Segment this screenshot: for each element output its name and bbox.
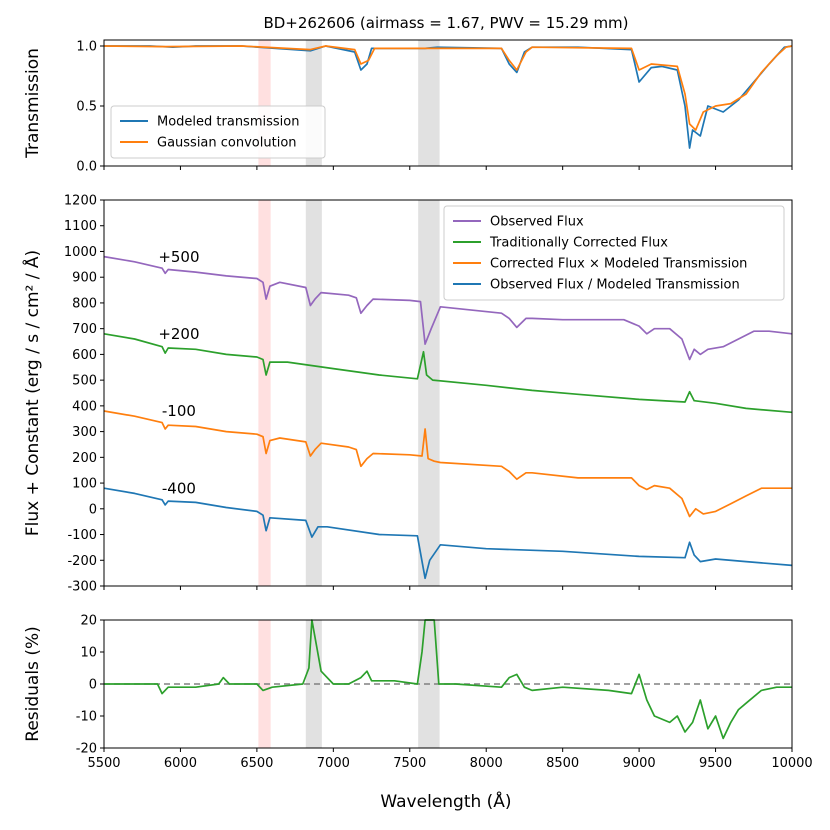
transmission-panel: 0.0 0.5 1.0 Transmission Modeled transmissio… bbox=[23, 39, 793, 175]
y-tick-label: 0.0 bbox=[76, 160, 97, 175]
band-o2-a-band-0 bbox=[418, 40, 440, 166]
series-gaussian-convolution bbox=[103, 45, 793, 131]
x-tick-label: 6000 bbox=[164, 756, 197, 771]
series-corrected-flux-modeled-transmission bbox=[103, 410, 792, 518]
y-tick-label: -100 bbox=[67, 528, 97, 543]
y-tick-label: 600 bbox=[72, 348, 97, 363]
legend-entry: Traditionally Corrected Flux bbox=[489, 236, 668, 251]
x-tick-label: 9000 bbox=[623, 756, 656, 771]
offset-label: +500 bbox=[158, 248, 199, 266]
y-tick-label: 800 bbox=[72, 296, 97, 311]
y-tick-label: 500 bbox=[72, 374, 97, 389]
legend-entry: Modeled transmission bbox=[157, 115, 299, 130]
y-tick-label: -10 bbox=[76, 710, 97, 725]
chart-title: BD+262606 (airmass = 1.67, PWV = 15.29 m… bbox=[263, 14, 628, 32]
y-axis-label: Flux + Constant (erg / s / cm² / Å) bbox=[21, 250, 43, 536]
x-tick-label: 10000 bbox=[771, 756, 812, 771]
offset-label: -100 bbox=[162, 402, 196, 420]
y-tick-label: 400 bbox=[72, 399, 97, 414]
residuals-panel: 5500 6000 6500 7000 7500 8000 8500 9000 9500 1000… bbox=[23, 614, 813, 772]
legend-entry: Observed Flux / Modeled Transmission bbox=[490, 278, 740, 293]
legend-box bbox=[443, 205, 785, 301]
x-tick-label: 5500 bbox=[87, 756, 120, 771]
series-observed-flux bbox=[103, 255, 793, 361]
offset-label: +200 bbox=[158, 325, 199, 343]
legend: Modeled transmission Gaussian convolution bbox=[110, 105, 326, 159]
x-tick-label: 6500 bbox=[240, 756, 273, 771]
y-tick-label: 0 bbox=[89, 502, 97, 517]
series-observed-flux-modeled-transmission bbox=[103, 487, 793, 580]
y-tick-label: 900 bbox=[72, 271, 97, 286]
legend-entry: Observed Flux bbox=[490, 215, 584, 230]
x-tick-label: 7500 bbox=[393, 756, 426, 771]
y-tick-label: 1.0 bbox=[76, 40, 97, 55]
y-tick-label: 0.5 bbox=[76, 100, 97, 115]
legend: Observed Flux Traditionally Corrected Flu… bbox=[443, 205, 785, 301]
axes-frame bbox=[103, 39, 793, 167]
y-tick-label: 700 bbox=[72, 322, 97, 337]
series-residuals bbox=[104, 619, 792, 740]
y-tick-label: 1100 bbox=[64, 219, 97, 234]
band-o2-a-band-1 bbox=[418, 200, 440, 586]
x-tick-label: 8500 bbox=[546, 756, 579, 771]
x-tick-label: 9500 bbox=[699, 756, 732, 771]
flux-panel: -300 -200 -100 0 100 200 300 400 500 600 700 800 900… bbox=[21, 194, 793, 595]
y-tick-label: -20 bbox=[76, 742, 97, 757]
y-tick-label: -300 bbox=[67, 580, 97, 595]
y-tick-label: 300 bbox=[72, 425, 97, 440]
y-axis-label: Transmission bbox=[23, 48, 43, 159]
series-traditionally-corrected-flux bbox=[103, 332, 793, 414]
y-tick-label: 100 bbox=[72, 477, 97, 492]
y-tick-label: 20 bbox=[80, 614, 97, 629]
y-tick-label: 0 bbox=[89, 678, 97, 693]
x-tick-label: 8000 bbox=[470, 756, 503, 771]
x-axis-label: Wavelength (Å) bbox=[380, 790, 511, 812]
y-tick-label: -200 bbox=[67, 554, 97, 569]
y-tick-label: 10 bbox=[80, 646, 97, 661]
legend-entry: Corrected Flux × Modeled Transmission bbox=[490, 257, 747, 272]
y-tick-label: 1000 bbox=[64, 245, 97, 260]
y-tick-label: 1200 bbox=[64, 194, 97, 209]
y-axis-label: Residuals (%) bbox=[23, 626, 43, 741]
x-tick-label: 7000 bbox=[317, 756, 350, 771]
band-h-alpha-1 bbox=[258, 200, 271, 586]
legend-entry: Gaussian convolution bbox=[157, 136, 297, 151]
axes-frame bbox=[103, 199, 793, 587]
offset-label: -400 bbox=[162, 479, 196, 497]
y-tick-label: 200 bbox=[72, 451, 97, 466]
legend-box bbox=[110, 105, 326, 159]
